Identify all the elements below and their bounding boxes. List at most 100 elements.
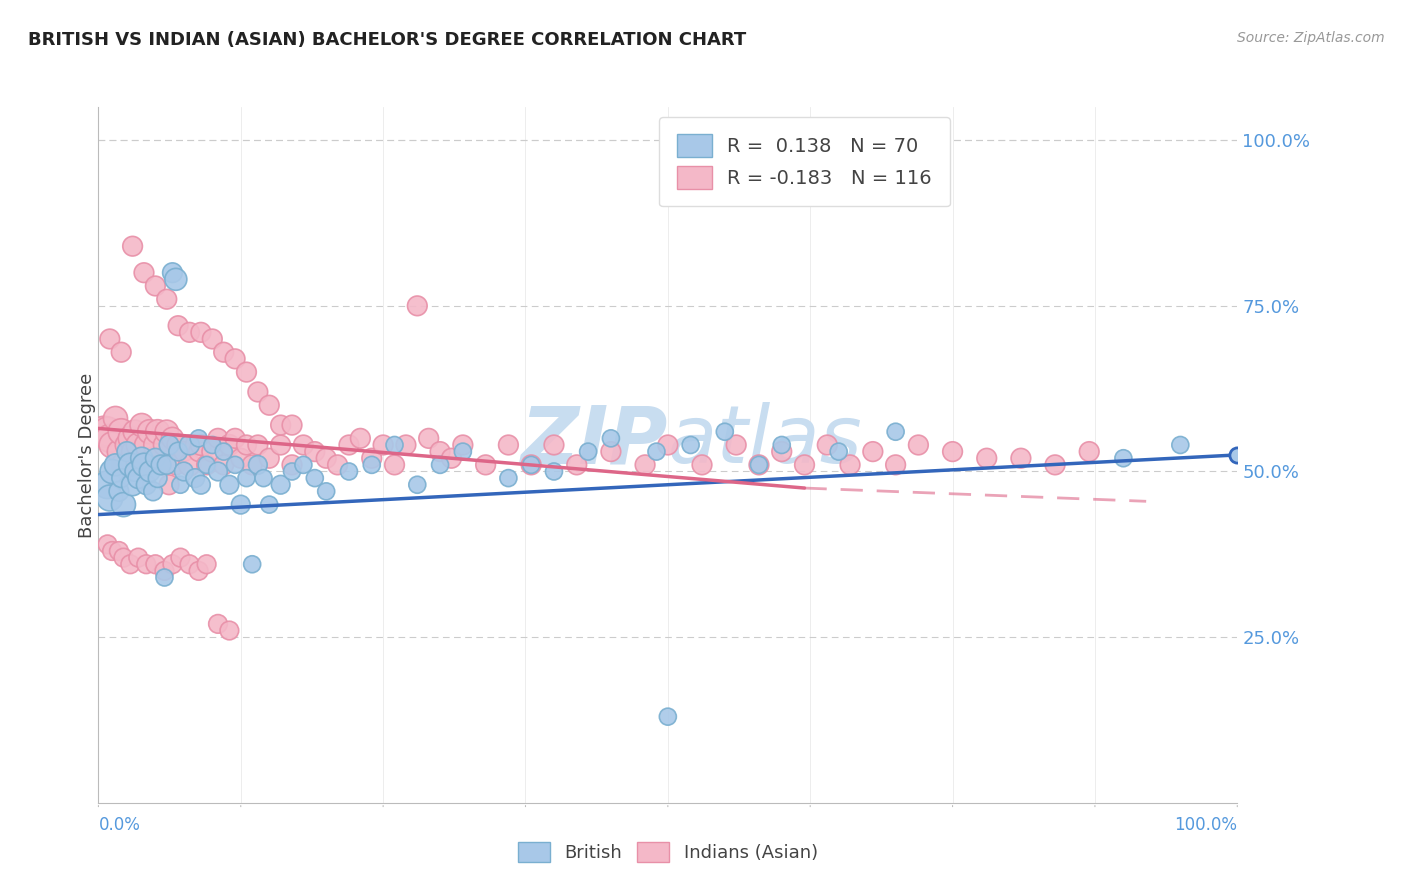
Point bbox=[104, 411, 127, 425]
Point bbox=[212, 458, 235, 472]
Point bbox=[337, 438, 360, 452]
Point bbox=[828, 444, 851, 458]
Point bbox=[815, 438, 838, 452]
Point bbox=[135, 438, 157, 452]
Point bbox=[657, 709, 679, 723]
Point bbox=[201, 444, 224, 458]
Point bbox=[690, 458, 713, 472]
Point bbox=[112, 458, 135, 472]
Point bbox=[270, 418, 292, 433]
Point bbox=[96, 425, 118, 439]
Point bbox=[131, 418, 153, 433]
Point bbox=[153, 564, 176, 578]
Point bbox=[657, 438, 679, 452]
Point bbox=[429, 444, 451, 458]
Point bbox=[315, 451, 337, 466]
Point bbox=[187, 564, 209, 578]
Point bbox=[110, 345, 132, 359]
Point bbox=[127, 471, 149, 485]
Point bbox=[679, 438, 702, 452]
Point bbox=[131, 451, 153, 466]
Point bbox=[124, 465, 146, 479]
Point bbox=[157, 438, 180, 452]
Point bbox=[440, 451, 463, 466]
Point bbox=[1112, 451, 1135, 466]
Point bbox=[156, 458, 179, 472]
Point bbox=[520, 458, 543, 472]
Point bbox=[240, 458, 263, 472]
Point bbox=[748, 458, 770, 472]
Point bbox=[127, 550, 149, 565]
Y-axis label: Bachelor's Degree: Bachelor's Degree bbox=[79, 372, 96, 538]
Point bbox=[120, 558, 142, 572]
Point bbox=[395, 438, 418, 452]
Point bbox=[165, 458, 187, 472]
Point bbox=[600, 431, 623, 445]
Point bbox=[281, 458, 304, 472]
Point bbox=[93, 425, 115, 439]
Point bbox=[259, 398, 281, 412]
Legend: British, Indians (Asian): British, Indians (Asian) bbox=[510, 834, 825, 870]
Point bbox=[520, 458, 543, 472]
Point bbox=[565, 458, 588, 472]
Point bbox=[207, 465, 229, 479]
Point bbox=[498, 438, 520, 452]
Point bbox=[418, 431, 440, 445]
Point bbox=[190, 477, 212, 491]
Point bbox=[373, 438, 395, 452]
Point bbox=[884, 425, 907, 439]
Point bbox=[349, 431, 371, 445]
Point bbox=[246, 438, 269, 452]
Point bbox=[142, 451, 165, 466]
Point bbox=[770, 438, 793, 452]
Point bbox=[167, 444, 190, 458]
Point bbox=[224, 431, 246, 445]
Text: ZIP: ZIP bbox=[520, 402, 668, 480]
Point bbox=[770, 444, 793, 458]
Point bbox=[173, 465, 195, 479]
Point bbox=[235, 471, 257, 485]
Point bbox=[224, 351, 246, 366]
Point bbox=[576, 444, 599, 458]
Point bbox=[127, 438, 149, 452]
Point bbox=[142, 484, 165, 499]
Point bbox=[150, 458, 173, 472]
Point bbox=[229, 498, 252, 512]
Point bbox=[101, 465, 124, 479]
Point bbox=[218, 477, 240, 491]
Point bbox=[304, 471, 326, 485]
Point bbox=[384, 438, 406, 452]
Point bbox=[108, 484, 131, 499]
Point bbox=[429, 458, 451, 472]
Point bbox=[138, 465, 160, 479]
Point bbox=[292, 438, 315, 452]
Point bbox=[406, 299, 429, 313]
Point bbox=[195, 558, 218, 572]
Point bbox=[281, 418, 304, 433]
Point bbox=[337, 465, 360, 479]
Point bbox=[600, 444, 623, 458]
Point bbox=[145, 438, 167, 452]
Point bbox=[360, 451, 382, 466]
Point bbox=[167, 438, 190, 452]
Point bbox=[162, 266, 184, 280]
Point bbox=[645, 444, 668, 458]
Point bbox=[165, 272, 187, 286]
Point bbox=[212, 345, 235, 359]
Text: 100.0%: 100.0% bbox=[1174, 816, 1237, 834]
Point bbox=[121, 477, 143, 491]
Point bbox=[179, 438, 201, 452]
Point bbox=[120, 458, 142, 472]
Point bbox=[179, 326, 201, 340]
Point bbox=[132, 458, 155, 472]
Point bbox=[146, 425, 169, 439]
Point bbox=[839, 458, 862, 472]
Point bbox=[360, 458, 382, 472]
Point bbox=[1043, 458, 1066, 472]
Point bbox=[190, 438, 212, 452]
Point bbox=[725, 438, 748, 452]
Point bbox=[259, 498, 281, 512]
Point bbox=[326, 458, 349, 472]
Point bbox=[190, 326, 212, 340]
Point bbox=[104, 458, 127, 472]
